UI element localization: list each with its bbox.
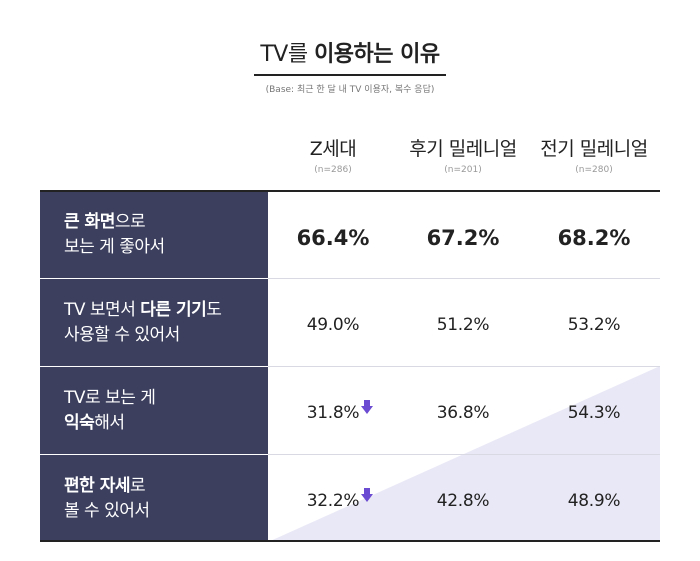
- chart-subtitle: (Base: 최근 한 달 내 TV 이용자, 복수 응답): [265, 85, 435, 95]
- column-sample-size: (n=286): [314, 165, 352, 175]
- row-label-familiar: TV로 보는 게 익숙해서: [64, 386, 264, 436]
- label-text: 도: [206, 300, 222, 320]
- value-cell: 31.8%: [306, 403, 360, 423]
- label-text: 해서: [94, 413, 125, 433]
- down-arrow-icon: [361, 488, 373, 502]
- value-cell: 68.2%: [557, 226, 631, 250]
- label-text: TV 보면서: [64, 300, 141, 320]
- value-cell: 51.2%: [436, 315, 490, 335]
- label-bold: 편한 자세: [64, 476, 130, 496]
- value-cell: 67.2%: [426, 226, 500, 250]
- row-divider: [268, 454, 660, 455]
- label-text: 로: [129, 476, 146, 496]
- table-bottom-rule: [40, 540, 660, 542]
- column-name: 전기 밀레니얼: [540, 138, 648, 160]
- row-divider: [268, 278, 660, 279]
- label-bold: 익숙: [64, 413, 95, 433]
- row-label-comfortable-posture: 편한 자세로 볼 수 있어서: [64, 474, 264, 524]
- row-divider: [40, 366, 268, 367]
- down-arrow-icon: [361, 400, 373, 414]
- value-cell: 66.4%: [296, 226, 370, 250]
- column-name: Z세대: [309, 138, 357, 160]
- row-divider: [40, 454, 268, 455]
- label-text: 보는 게 좋아서: [64, 237, 165, 257]
- label-text: 사용할 수 있어서: [64, 325, 180, 345]
- data-table: 큰 화면으로 보는 게 좋아서 TV 보면서 다른 기기도 사용할 수 있어서 …: [40, 190, 660, 542]
- chart-title: TV를 이용하는 이유: [0, 36, 700, 76]
- title-part1: TV를: [260, 42, 315, 67]
- column-sample-size: (n=280): [575, 165, 613, 175]
- title-underline: TV를 이용하는 이유: [254, 36, 446, 76]
- value-cell: 54.3%: [567, 403, 621, 423]
- column-header-gen-z: Z세대 (n=286): [263, 134, 403, 175]
- value-cell: 53.2%: [567, 315, 621, 335]
- label-text: 볼 수 있어서: [64, 501, 150, 521]
- value-cell: 49.0%: [306, 315, 360, 335]
- label-text: TV로 보는 게: [64, 388, 156, 408]
- label-bold: 다른 기기: [140, 300, 207, 320]
- value-cell: 32.2%: [306, 491, 360, 511]
- row-label-other-devices: TV 보면서 다른 기기도 사용할 수 있어서: [64, 298, 264, 348]
- row-label-big-screen: 큰 화면으로 보는 게 좋아서: [64, 210, 264, 260]
- table-top-rule: [40, 190, 660, 192]
- label-bold: 큰 화면: [64, 212, 115, 232]
- value-cell: 42.8%: [436, 491, 490, 511]
- row-divider: [40, 278, 268, 279]
- column-header-early-millennial: 전기 밀레니얼 (n=280): [524, 134, 664, 175]
- row-divider: [268, 366, 660, 367]
- column-sample-size: (n=201): [444, 165, 482, 175]
- title-part2: 이용하는 이유: [314, 42, 440, 67]
- label-text: 으로: [114, 212, 146, 232]
- column-name: 후기 밀레니얼: [409, 138, 517, 160]
- value-cell: 48.9%: [567, 491, 621, 511]
- value-cell: 36.8%: [436, 403, 490, 423]
- column-header-late-millennial: 후기 밀레니얼 (n=201): [393, 134, 533, 175]
